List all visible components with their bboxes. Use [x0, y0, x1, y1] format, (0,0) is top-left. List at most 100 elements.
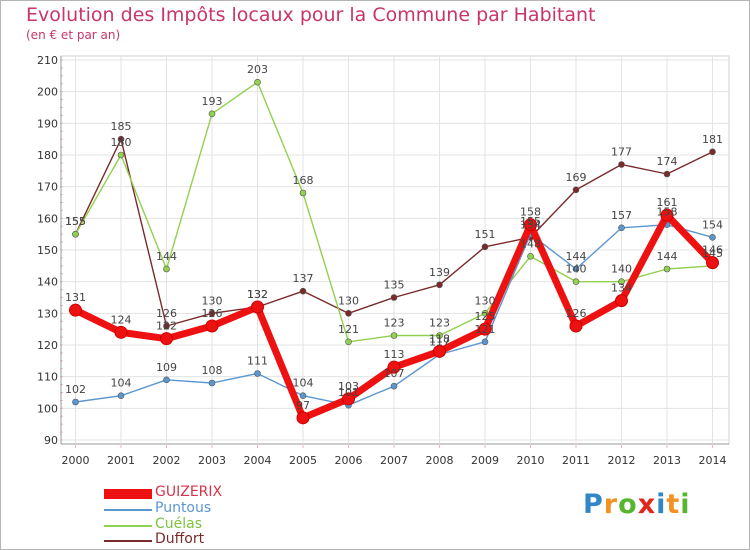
data-label: 121 — [338, 323, 359, 336]
legend-swatch — [104, 525, 152, 527]
data-label: 144 — [156, 250, 177, 263]
data-label: 130 — [202, 294, 223, 307]
data-label: 121 — [475, 323, 496, 336]
data-label: 140 — [611, 263, 632, 276]
data-point — [342, 392, 355, 406]
data-label: 181 — [702, 133, 723, 146]
x-tick-label: 2004 — [244, 454, 272, 467]
data-point — [524, 218, 537, 232]
data-point — [572, 265, 580, 273]
data-label: 109 — [156, 361, 177, 374]
data-label: 113 — [384, 348, 405, 361]
data-point — [72, 398, 79, 406]
data-point — [436, 332, 443, 339]
x-tick-label: 2005 — [289, 454, 317, 467]
data-label: 203 — [247, 63, 268, 76]
data-label: 193 — [202, 95, 223, 108]
data-label: 124 — [111, 313, 132, 326]
data-label: 174 — [657, 155, 678, 168]
data-point — [345, 310, 352, 317]
proxiti-logo: Proxiti — [583, 489, 691, 520]
legend-swatch — [104, 489, 152, 499]
data-label: 168 — [293, 174, 314, 187]
data-label: 146 — [702, 244, 723, 257]
legend-label: Duffort — [155, 531, 205, 547]
y-tick-label: 190 — [37, 117, 58, 130]
x-tick-label: 2013 — [653, 454, 681, 467]
data-point — [618, 278, 625, 285]
data-point — [615, 294, 628, 308]
x-tick-label: 2014 — [699, 454, 727, 467]
data-label: 103 — [338, 380, 359, 393]
x-tick-label: 2001 — [107, 454, 135, 467]
data-point — [208, 310, 216, 317]
data-point — [254, 370, 261, 377]
data-point — [481, 338, 489, 346]
data-point — [433, 344, 446, 358]
data-label: 126 — [202, 307, 223, 320]
data-label: 123 — [384, 317, 405, 330]
data-label: 130 — [338, 294, 359, 307]
data-point — [345, 338, 352, 346]
data-label: 158 — [520, 206, 541, 219]
data-label: 125 — [475, 310, 496, 323]
data-label: 157 — [611, 209, 632, 222]
y-tick-label: 130 — [37, 307, 58, 320]
data-label: 161 — [657, 196, 678, 209]
x-tick-label: 2012 — [608, 454, 636, 467]
legend-swatch — [104, 540, 152, 542]
legend-label: Puntous — [155, 500, 212, 516]
data-point — [481, 310, 489, 317]
data-label: 104 — [293, 377, 314, 390]
data-point — [296, 411, 310, 425]
legend-swatch — [104, 509, 152, 511]
x-tick-label: 2006 — [335, 454, 363, 467]
data-label: 177 — [611, 146, 632, 159]
data-point — [254, 78, 261, 86]
data-point — [572, 186, 580, 194]
data-label: 151 — [475, 228, 496, 241]
data-point — [660, 208, 674, 222]
logo-letter: t — [666, 489, 681, 520]
data-point — [299, 392, 307, 399]
y-tick-label: 160 — [37, 212, 58, 225]
data-label: 101 — [338, 386, 359, 399]
legend-label: Cuélas — [155, 516, 203, 532]
data-label: 130 — [475, 294, 496, 307]
data-point — [390, 332, 398, 339]
logo-letter: i — [656, 489, 667, 520]
data-label: 132 — [247, 288, 268, 301]
data-point — [706, 256, 719, 270]
data-label: 169 — [566, 171, 587, 184]
data-label: 180 — [111, 136, 132, 149]
data-label: 139 — [429, 266, 450, 279]
logo-letter: r — [603, 489, 619, 520]
data-label: 137 — [293, 272, 314, 285]
data-point — [208, 110, 216, 118]
data-point — [569, 319, 583, 333]
x-tick-label: 2009 — [471, 454, 499, 467]
data-label: 155 — [520, 215, 541, 228]
data-label: 104 — [111, 377, 132, 390]
data-point — [205, 319, 219, 333]
data-label: 107 — [384, 367, 405, 380]
x-tick-label: 2003 — [198, 454, 226, 467]
data-label: 108 — [202, 364, 223, 377]
data-label: 134 — [611, 282, 632, 295]
y-tick-label: 120 — [37, 339, 58, 352]
data-point — [436, 281, 443, 289]
data-label: 185 — [111, 120, 132, 133]
data-label: 154 — [520, 218, 541, 231]
y-tick-label: 110 — [37, 371, 58, 384]
data-point — [387, 360, 401, 374]
data-point — [208, 379, 216, 387]
data-label: 135 — [384, 279, 405, 292]
data-label: 155 — [65, 215, 86, 228]
data-point — [160, 332, 173, 346]
data-label: 102 — [65, 383, 86, 396]
x-tick-label: 2008 — [426, 454, 454, 467]
data-label: 145 — [702, 247, 723, 260]
data-point — [618, 224, 625, 232]
data-label: 123 — [429, 317, 450, 330]
